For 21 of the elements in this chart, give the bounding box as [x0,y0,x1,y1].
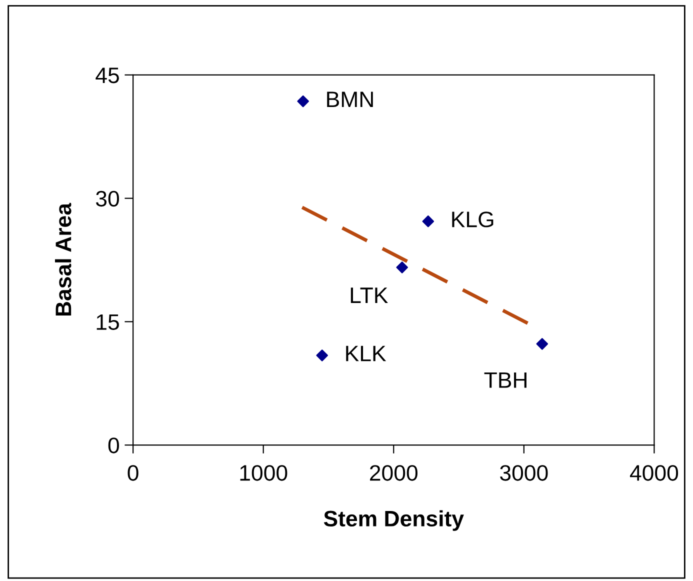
y-tick-label: 15 [96,314,119,330]
x-axis-title: Stem Density [324,510,464,531]
y-tick-label: 45 [96,68,119,84]
annotation: LTK [350,288,388,303]
point [316,350,328,362]
annotation: TBH [484,372,526,388]
x-tick-label: 4000 [630,465,678,481]
x-tick-label: 1000 [240,465,288,481]
x-tick-label: 0 [128,465,138,481]
annotation: KLK [346,346,386,362]
annotation: KLG [452,212,494,228]
x-tick-label: 3000 [500,465,548,481]
y-tick-label: 0 [108,438,119,454]
point [536,338,548,350]
point [422,215,434,228]
y-tick-label: 30 [96,190,119,207]
point [396,262,408,274]
point [297,95,309,108]
annotation: BMN [327,92,373,108]
x-tick-label: 2000 [370,465,418,481]
y-axis-title: Basal Area [54,202,72,316]
